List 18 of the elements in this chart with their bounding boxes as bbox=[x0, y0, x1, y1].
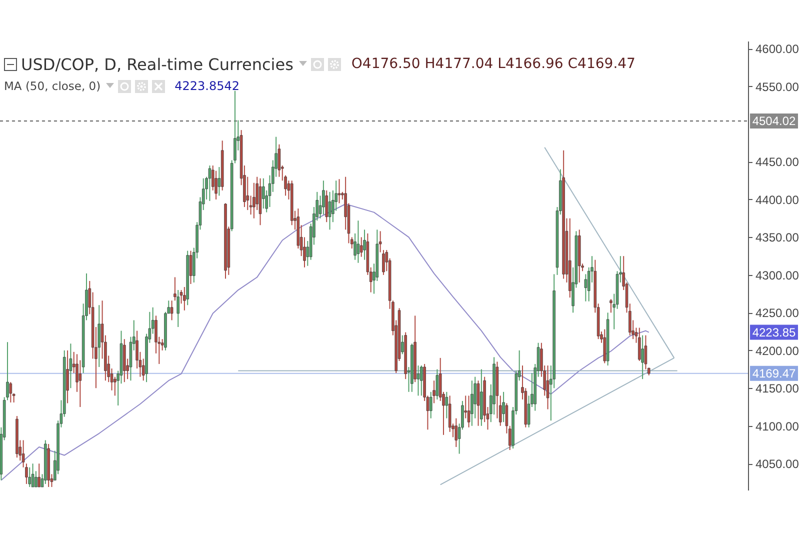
text: 4223.85 bbox=[752, 325, 796, 340]
y-tick-label: 4050.00 bbox=[756, 457, 800, 472]
y-tick-label: 4550.00 bbox=[756, 80, 800, 94]
text: USD/COP, D, Real-time Currencies bbox=[21, 54, 294, 74]
y-tick-label: 4100.00 bbox=[756, 419, 800, 434]
y-tick-label: 4350.00 bbox=[756, 230, 800, 245]
y-tick-label: 4400.00 bbox=[756, 192, 800, 207]
y-tick-label: 4300.00 bbox=[756, 268, 800, 282]
y-tick-label: 4150.00 bbox=[756, 382, 800, 396]
y-tick-label: 4200.00 bbox=[756, 344, 800, 358]
text: O4176.50 H4177.04 L4166.96 C4169.47 bbox=[351, 56, 636, 72]
y-tick-label: 4450.00 bbox=[756, 155, 800, 170]
annotation: MA (50, close, 0) bbox=[4, 79, 101, 93]
y-tick-label: 4600.00 bbox=[756, 42, 800, 56]
y-tick-label: 4250.00 bbox=[756, 306, 800, 320]
ref-line-label: 4169.47 bbox=[752, 366, 796, 380]
annotation: 4223.8542 bbox=[174, 79, 240, 93]
ref-line-label: 4504.02 bbox=[752, 114, 796, 128]
